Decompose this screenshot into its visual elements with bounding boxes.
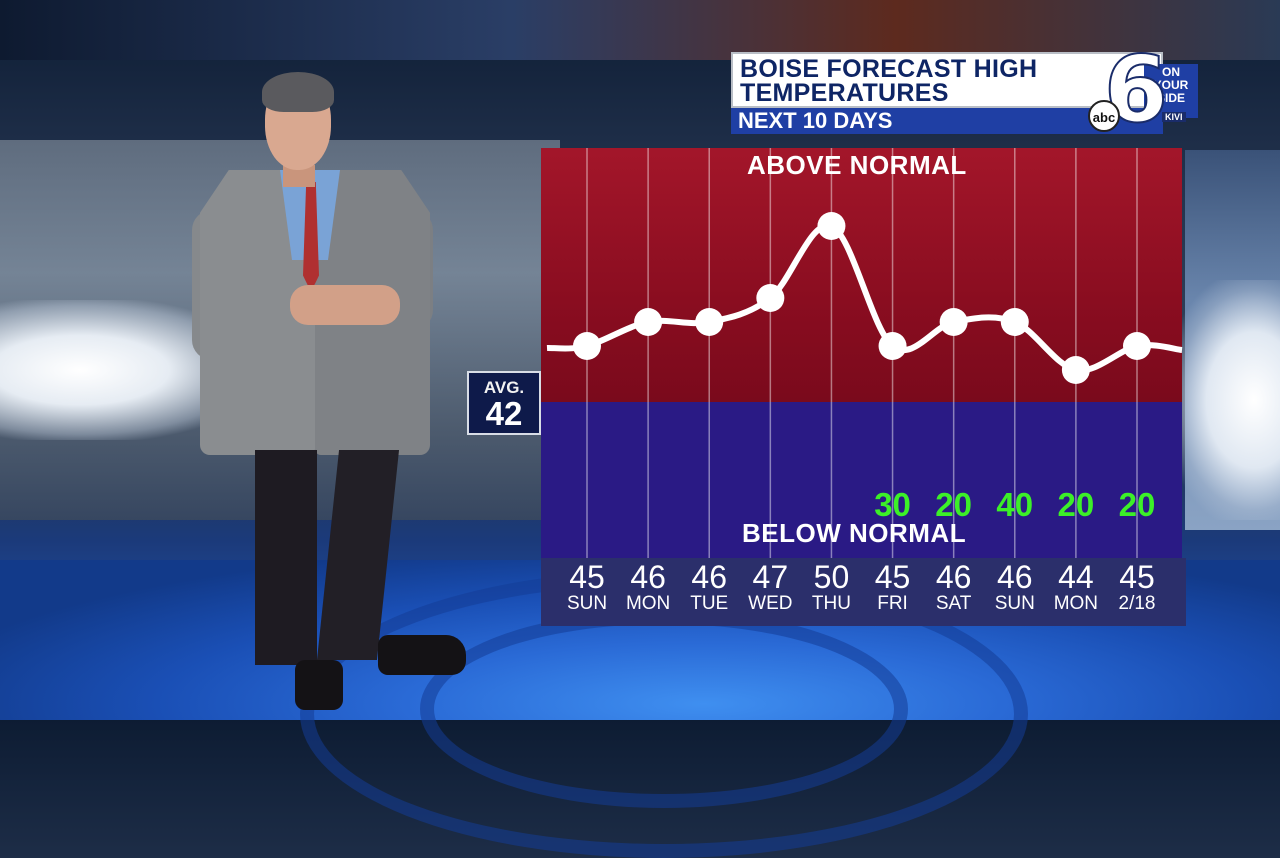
day-column: 47 WED <box>739 558 801 614</box>
above-normal-label: ABOVE NORMAL <box>747 150 967 180</box>
presenter-hands <box>290 285 400 325</box>
logo-station-callsign: KIVI <box>1162 112 1186 122</box>
day-column: 46 SUN <box>984 558 1046 614</box>
temperature-point-5 <box>878 332 907 360</box>
day-high-temp: 45 <box>874 559 911 595</box>
day-name-label: SUN <box>994 593 1035 614</box>
day-column: 46 SAT <box>923 558 985 614</box>
day-name-label: WED <box>748 593 793 614</box>
day-column: 46 MON <box>617 558 679 614</box>
day-name-label: 2/18 <box>1118 593 1156 614</box>
temperature-point-0 <box>573 332 601 360</box>
precip-chance-label: 20 <box>1118 486 1156 523</box>
temperature-point-6 <box>939 308 968 336</box>
temperature-point-1 <box>634 308 663 336</box>
day-name-label: TUE <box>690 593 729 614</box>
station-logo: ON YOUR SIDE 6 abc KIVI <box>1088 43 1200 137</box>
day-high-temp: 50 <box>813 559 850 595</box>
forecast-title-block: BOISE FORECAST HIGH TEMPERATURES NEXT 10… <box>731 52 1163 134</box>
temperature-point-9 <box>1123 332 1151 360</box>
backdrop-cloud-right <box>1170 280 1280 520</box>
precip-chance-label: 30 <box>874 486 911 523</box>
day-name-label: MON <box>1053 593 1099 614</box>
day-high-temp: 45 <box>569 559 605 595</box>
day-name-label: FRI <box>877 593 908 614</box>
floor-ring-inner <box>420 610 908 808</box>
precip-chance-label: 40 <box>996 486 1034 523</box>
temperature-point-7 <box>1000 308 1029 336</box>
day-column: 44 MON <box>1045 558 1107 614</box>
day-name-label: SUN <box>566 593 608 614</box>
day-name-label: THU <box>811 593 851 614</box>
presenter-tie <box>303 182 319 292</box>
precip-chance-label: 20 <box>1057 486 1095 523</box>
day-name-label: SAT <box>935 593 972 614</box>
forecast-title-line-2: TEMPERATURES <box>740 79 949 107</box>
logo-tagline-line-3: SIDE <box>1156 91 1185 105</box>
day-high-temp: 47 <box>752 559 789 595</box>
logo-tagline-line-1: ON <box>1162 65 1180 79</box>
presenter-neck <box>283 165 315 187</box>
average-label: AVG. <box>483 378 525 397</box>
presenter-hair <box>262 72 334 112</box>
temperature-series-line <box>546 222 1183 374</box>
presenter-shoe-left <box>295 660 343 710</box>
day-temperature-strip: 45 SUN 46 MON 46 TUE 47 WED 50 THU 45 FRI 46 SAT 46 SUN… <box>541 558 1186 626</box>
average-temperature-box: AVG. 42 <box>467 371 541 435</box>
day-high-temp: 46 <box>935 559 972 595</box>
temperature-line-plot <box>546 148 1183 558</box>
forecast-title: BOISE FORECAST HIGH TEMPERATURES <box>731 52 1163 108</box>
average-value: 42 <box>485 395 523 432</box>
day-high-temp: 46 <box>630 559 666 595</box>
day-column: 45 SUN <box>556 558 618 614</box>
abc-network-icon: abc <box>1088 100 1120 132</box>
presenter-shoe-right <box>378 635 466 675</box>
temperature-point-8 <box>1061 356 1090 384</box>
temperature-point-2 <box>695 308 724 336</box>
forecast-title-line-1: BOISE FORECAST HIGH <box>740 55 1038 83</box>
day-high-temp: 46 <box>691 559 728 595</box>
logo-tagline: ON YOUR SIDE <box>1144 64 1198 118</box>
below-normal-label: BELOW NORMAL <box>742 518 967 548</box>
day-high-temp: 46 <box>996 559 1033 595</box>
logo-tagline-line-2: YOUR <box>1153 78 1189 92</box>
presenter-leg-right <box>316 450 400 660</box>
temperature-point-3 <box>756 284 785 312</box>
day-column: 45 2/18 <box>1106 558 1168 614</box>
day-high-temp: 44 <box>1058 559 1094 595</box>
day-high-temp: 45 <box>1119 559 1155 595</box>
studio-backdrop-top <box>0 0 1280 60</box>
day-column: 46 TUE <box>678 558 740 614</box>
below-normal-zone <box>541 402 1182 558</box>
temperature-chart: ABOVE NORMAL BELOW NORMAL 30 20 40 20 20 45 S… <box>541 148 1186 626</box>
day-column: 50 THU <box>800 558 862 614</box>
precip-chance-label: 20 <box>935 486 973 523</box>
presenter-leg-left <box>255 450 317 665</box>
temperature-point-4 <box>817 212 846 240</box>
day-column: 45 FRI <box>862 558 924 614</box>
presenter-figure <box>190 70 470 720</box>
day-name-label: MON <box>625 593 671 614</box>
